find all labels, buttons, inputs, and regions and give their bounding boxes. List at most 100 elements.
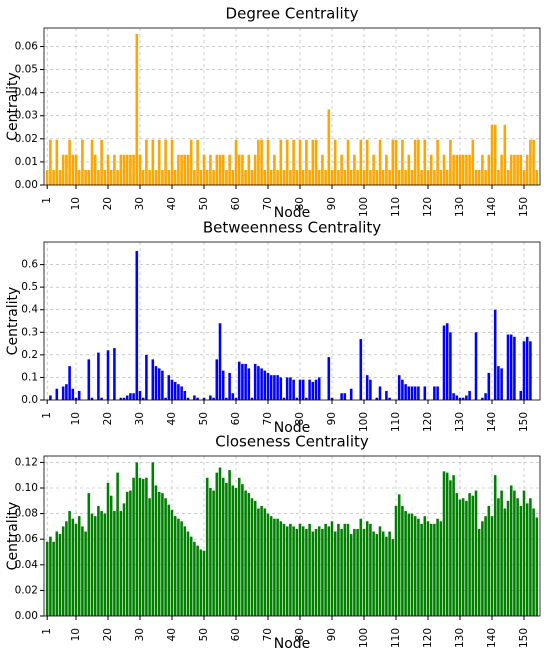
bar — [237, 477, 241, 616]
y-tick-label: 0.03 — [15, 110, 38, 122]
bar — [295, 397, 299, 400]
bar — [253, 363, 257, 400]
y-tick-label: 0.00 — [15, 179, 38, 191]
bar — [138, 477, 142, 616]
x-tick-label: 150 — [518, 628, 530, 648]
bar — [151, 359, 155, 400]
bar — [228, 470, 231, 616]
bar — [493, 309, 497, 400]
bar — [276, 518, 279, 616]
bar — [103, 513, 107, 616]
bar — [385, 390, 388, 400]
bar — [401, 505, 404, 616]
bar — [378, 386, 382, 400]
bar — [61, 526, 65, 616]
bar — [375, 534, 379, 616]
bar — [81, 139, 84, 185]
bar — [173, 169, 177, 185]
y-axis-label: Centrality — [5, 287, 21, 356]
bar — [186, 531, 190, 616]
y-tick-label: 0.1 — [21, 371, 38, 383]
bar — [189, 139, 193, 185]
bar — [71, 154, 75, 185]
x-tick-label: 120 — [422, 628, 434, 648]
bar — [202, 397, 206, 400]
bar — [301, 526, 305, 616]
chart-title: Degree Centrality — [226, 5, 359, 23]
bar — [49, 536, 52, 616]
x-tick-label: 10 — [70, 412, 82, 425]
bar — [65, 384, 68, 400]
bar — [285, 139, 289, 185]
x-tick-label: 110 — [390, 628, 402, 648]
bar — [199, 169, 203, 185]
bar — [365, 521, 369, 616]
bar — [458, 397, 462, 400]
bar — [183, 526, 187, 616]
bar — [487, 505, 491, 616]
bar — [292, 379, 295, 400]
bar — [471, 139, 475, 185]
bar — [189, 536, 193, 616]
bar — [337, 169, 340, 185]
bar — [327, 357, 331, 400]
bar — [314, 379, 318, 400]
bar — [442, 154, 446, 185]
bar — [193, 169, 196, 185]
bar — [500, 368, 503, 400]
bar — [477, 169, 481, 185]
bar — [125, 491, 129, 616]
bar — [369, 523, 372, 616]
bar — [276, 169, 279, 185]
y-tick-label: 0.5 — [21, 281, 38, 293]
x-tick-label: 50 — [198, 412, 210, 425]
x-tick-label: 1 — [41, 412, 53, 419]
bar — [269, 169, 273, 185]
bar — [468, 493, 471, 616]
bar — [484, 169, 487, 185]
bar — [225, 169, 228, 185]
bar — [109, 495, 113, 616]
x-tick-label: 60 — [230, 412, 242, 425]
bar — [311, 139, 315, 185]
bar — [215, 359, 219, 400]
bar — [77, 169, 81, 185]
bar — [167, 504, 171, 616]
bar — [385, 154, 388, 185]
bar — [324, 523, 327, 616]
bar — [353, 528, 356, 616]
bar — [509, 334, 513, 400]
bar — [122, 397, 126, 400]
bar — [369, 169, 372, 185]
bar — [157, 491, 161, 616]
bar — [359, 518, 363, 616]
x-tick-label: 130 — [454, 412, 466, 432]
bar — [170, 139, 174, 185]
bar — [509, 485, 513, 616]
bar — [413, 386, 417, 400]
x-tick-label: 130 — [454, 197, 466, 217]
bar — [311, 381, 315, 400]
bar — [365, 139, 369, 185]
y-tick-label: 0.6 — [21, 259, 38, 271]
bar — [285, 377, 289, 400]
bar — [244, 490, 247, 616]
bar — [84, 531, 87, 616]
bar — [500, 490, 503, 616]
bar — [234, 397, 238, 400]
bar — [250, 169, 254, 185]
x-tick-label: 110 — [390, 412, 402, 432]
bar — [343, 169, 347, 185]
bar — [247, 368, 251, 400]
bar — [221, 477, 225, 616]
bar — [410, 386, 414, 400]
bar — [279, 377, 283, 400]
bar — [244, 169, 247, 185]
bar — [279, 521, 283, 616]
bar — [61, 154, 65, 185]
bar — [218, 467, 222, 616]
x-tick-label: 50 — [198, 197, 210, 210]
bar — [519, 390, 523, 400]
bar — [407, 154, 411, 185]
bar — [346, 139, 350, 185]
